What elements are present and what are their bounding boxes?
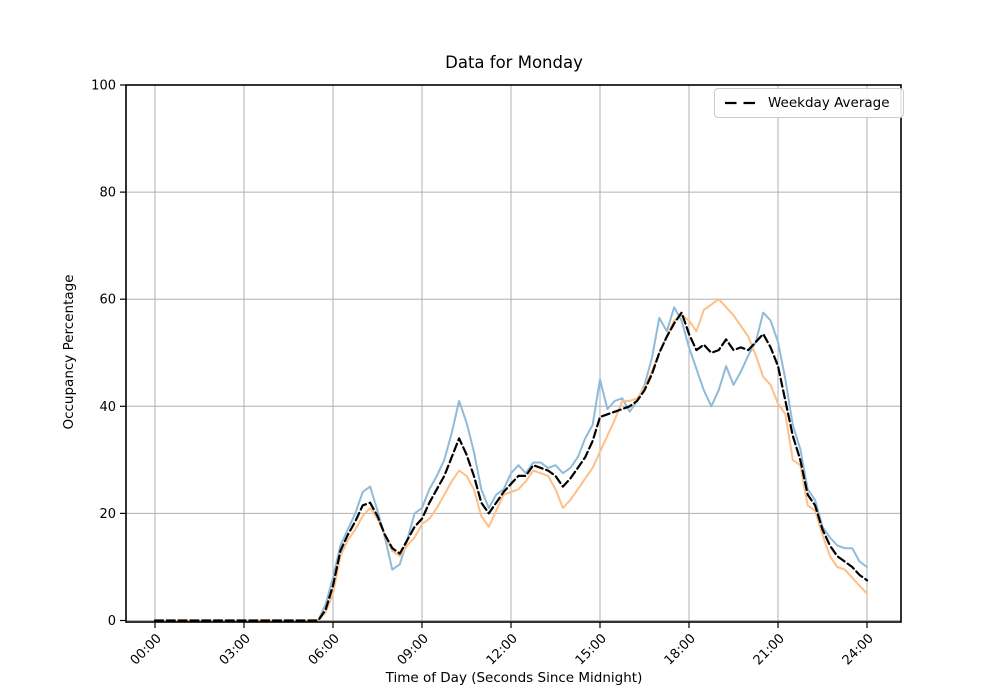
x-tick-label: 09:00 xyxy=(395,631,432,668)
y-axis-label: Occupancy Percentage xyxy=(61,274,77,430)
x-tick-label: 12:00 xyxy=(484,631,521,668)
y-tick-label: 60 xyxy=(99,293,116,308)
axes-spines-and-ticks xyxy=(120,84,902,628)
x-tick-label: 15:00 xyxy=(573,631,610,668)
x-tick-label: 21:00 xyxy=(751,631,788,668)
y-tick-label: 100 xyxy=(91,79,116,94)
chart-title: Data for Monday xyxy=(445,53,583,72)
x-tick-label: 18:00 xyxy=(662,631,699,668)
plot-border xyxy=(125,84,902,623)
legend: Weekday Average xyxy=(714,88,904,118)
y-tick-label: 20 xyxy=(99,507,116,522)
x-tick-label: 03:00 xyxy=(217,631,254,668)
y-tick-label: 40 xyxy=(99,400,116,415)
legend-dashed-line-sample xyxy=(725,101,759,105)
x-tick-label: 00:00 xyxy=(128,631,165,668)
x-axis-label: Time of Day (Seconds Since Midnight) xyxy=(385,670,643,686)
y-tick-label: 0 xyxy=(108,614,116,629)
weekday-average xyxy=(153,311,869,622)
y-tick-label: 80 xyxy=(99,186,116,201)
tick-labels: 00:00 03:00 06:00 09:00 12:00 15:00 18:00 21:00… xyxy=(91,79,877,669)
legend-label: Weekday Average xyxy=(768,95,890,111)
data-series xyxy=(153,298,869,622)
grid-lines xyxy=(126,84,901,622)
x-tick-label: 24:00 xyxy=(840,631,877,668)
x-tick-label: 06:00 xyxy=(306,631,343,668)
